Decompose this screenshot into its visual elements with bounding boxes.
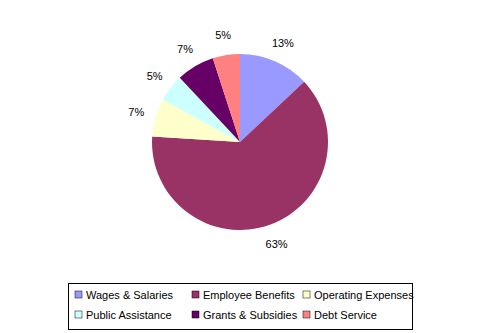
legend-swatch	[75, 311, 82, 318]
data-label: 5%	[215, 29, 231, 41]
legend: Wages & Salaries Employee Benefits Operati…	[69, 284, 415, 330]
legend-label: Operating Expenses	[314, 289, 414, 301]
legend-label: Employee Benefits	[203, 289, 295, 301]
chart: 13% 63% 7% 5% 7% 5% Wages & Salaries Employee B…	[0, 0, 481, 333]
legend-swatch	[303, 311, 310, 318]
pie: 13% 63% 7% 5% 7% 5%	[128, 29, 328, 249]
legend-label: Debt Service	[314, 309, 377, 321]
legend-label: Wages & Salaries	[86, 289, 174, 301]
legend-swatch	[192, 311, 199, 318]
pie-slice	[213, 54, 240, 142]
data-label: 63%	[266, 238, 288, 250]
data-label: 7%	[128, 106, 144, 118]
legend-swatch	[192, 291, 199, 298]
legend-label: Grants & Subsidies	[203, 309, 298, 321]
legend-swatch	[303, 291, 310, 298]
data-label: 13%	[272, 37, 294, 49]
data-label: 7%	[177, 43, 193, 55]
legend-label: Public Assistance	[86, 309, 172, 321]
legend-swatch	[75, 291, 82, 298]
data-label: 5%	[147, 70, 163, 82]
